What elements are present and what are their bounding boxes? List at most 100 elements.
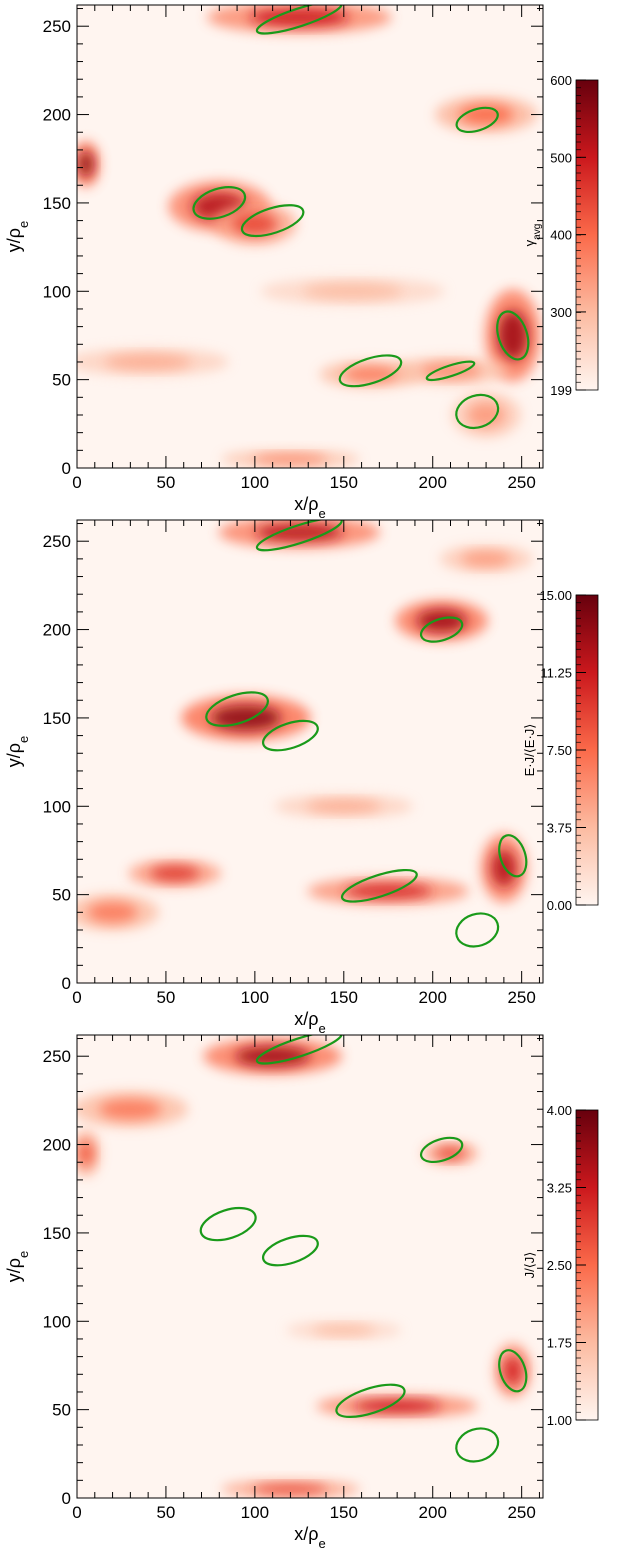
contour-line xyxy=(255,1035,343,1065)
y-tick-label: 250 xyxy=(43,1047,71,1066)
y-tick-label: 250 xyxy=(43,532,71,551)
heat-region-core xyxy=(253,454,328,465)
y-tick-label: 100 xyxy=(43,797,71,816)
colorbar-tick-label: 3.75 xyxy=(547,821,572,836)
y-axis-label: y/ρe xyxy=(4,221,31,252)
contour-line xyxy=(419,616,464,643)
heat-region-core xyxy=(416,609,467,632)
axis-ticks xyxy=(76,1035,543,1499)
contour-line xyxy=(255,5,343,35)
contour-line xyxy=(455,1427,500,1463)
heat-region-core xyxy=(343,366,398,382)
x-tick-label: 50 xyxy=(156,1503,175,1522)
heat-region-core xyxy=(253,1484,328,1495)
x-tick-label: 150 xyxy=(330,473,358,492)
contour-line xyxy=(199,1206,257,1242)
x-tick-label: 0 xyxy=(72,988,81,1007)
y-tick-label: 200 xyxy=(43,106,71,125)
panel-ej: 0 50 100 150 200 250 0 50 100 150 200 250 x/ρe y/ρe 0.… xyxy=(0,515,636,1036)
axis-ticks xyxy=(76,5,543,469)
y-axis-label: y/ρe xyxy=(4,1251,31,1282)
heatmap-chart-ej: 0 50 100 150 200 250050100150200250x/ρey/ρe0.… xyxy=(4,519,599,1036)
x-tick-label: 50 xyxy=(156,988,175,1007)
contour-line xyxy=(455,106,499,134)
y-tick-label: 50 xyxy=(52,886,71,905)
contour-line xyxy=(498,834,528,878)
colorbar-tick-label: 199 xyxy=(550,383,572,398)
heat-region-core xyxy=(99,1099,162,1120)
x-tick-label: 150 xyxy=(330,988,358,1007)
y-tick-label: 0 xyxy=(62,974,71,993)
x-tick-label: 100 xyxy=(241,473,269,492)
heat-region-core xyxy=(344,883,432,899)
heat-region-core xyxy=(78,1141,94,1166)
heat-region-core xyxy=(419,363,482,379)
y-tick-label: 250 xyxy=(43,17,71,36)
contour-line xyxy=(340,868,418,903)
panel-gamma-avg: 0 50 100 150 200 250 0 50 100 150 200 250 x/ρe y/ρe 19… xyxy=(0,0,636,521)
heat-region-core xyxy=(235,1046,310,1067)
contour-layer xyxy=(192,5,530,430)
x-tick-label: 250 xyxy=(507,473,535,492)
heat-region-core xyxy=(211,705,281,731)
colorbar-tick-label: 1.00 xyxy=(547,1413,572,1428)
x-tick-label: 0 xyxy=(72,1503,81,1522)
x-tick-label: 100 xyxy=(241,1503,269,1522)
colorbar-title: E·J/⟨E·J⟩ xyxy=(522,724,537,777)
contour-line xyxy=(192,186,247,220)
panel-j: 0 50 100 150 200 250 0 50 100 150 200 250 x/ρe y/ρe 1.… xyxy=(0,1030,636,1548)
x-tick-label: 0 xyxy=(72,473,81,492)
colorbar-tick-label: 400 xyxy=(550,228,572,243)
x-axis-label: x/ρe xyxy=(294,1524,325,1548)
colorbar-tick-label: 300 xyxy=(550,305,572,320)
x-tick-label: 200 xyxy=(419,988,447,1007)
heat-region-core xyxy=(104,354,192,370)
contour-line xyxy=(338,354,403,388)
colorbar-tick-label: 7.50 xyxy=(547,743,572,758)
heatmap-chart-j: 0 50 100 150 200 250 0 50 100 150 200 250 x/ρe y/ρe 1.… xyxy=(4,1034,599,1548)
y-axis-label: y/ρe xyxy=(4,736,31,767)
colorbar-tick-label: 4.00 xyxy=(547,1103,572,1118)
heatmap-field xyxy=(77,1037,532,1498)
x-tick-label: 200 xyxy=(419,473,447,492)
contour-line xyxy=(455,393,500,430)
contour-line xyxy=(496,310,530,361)
contour-line xyxy=(498,1349,528,1393)
heat-region-core xyxy=(467,402,505,428)
heat-region-core xyxy=(435,1147,466,1160)
y-tick-label: 100 xyxy=(43,1312,71,1331)
heat-region-core xyxy=(78,151,94,177)
contour-line xyxy=(262,719,319,752)
colorbar-tick-label: 0.00 xyxy=(547,898,572,913)
contour-line xyxy=(425,360,476,382)
colorbar-title: J/⟨J⟩ xyxy=(522,1252,537,1279)
y-tick-label: 200 xyxy=(43,621,71,640)
y-tick-label: 200 xyxy=(43,1136,71,1155)
x-tick-label: 250 xyxy=(507,988,535,1007)
heatmap-chart-gamma: 0 50 100 150 200 250050100150200250x/ρey/ρe19… xyxy=(4,4,599,521)
heat-region-core xyxy=(255,523,343,542)
y-tick-label: 50 xyxy=(52,371,71,390)
contour-line xyxy=(455,912,500,948)
x-tick-label: 250 xyxy=(507,1503,535,1522)
heat-region-core xyxy=(302,283,403,299)
plot-area xyxy=(77,5,543,468)
heat-region-core xyxy=(461,551,511,567)
y-tick-label: 100 xyxy=(43,282,71,301)
contour-line xyxy=(240,204,305,238)
contour-line xyxy=(205,691,269,727)
y-tick-label: 150 xyxy=(43,709,71,728)
colorbar-tick-label: 500 xyxy=(550,150,572,165)
contour-line xyxy=(262,1234,319,1267)
heat-region-core xyxy=(312,1325,375,1336)
heat-region-core xyxy=(497,310,528,361)
y-tick-label: 50 xyxy=(52,1401,71,1420)
y-tick-label: 150 xyxy=(43,1224,71,1243)
axis-ticks xyxy=(76,520,543,984)
heat-region-core xyxy=(353,1399,441,1413)
heat-region-core xyxy=(232,212,278,236)
contour-line xyxy=(335,1383,406,1419)
colorbar-tick-label: 600 xyxy=(550,73,572,88)
y-tick-label: 0 xyxy=(62,459,71,478)
colorbar-tick-label: 15.00 xyxy=(539,588,572,603)
